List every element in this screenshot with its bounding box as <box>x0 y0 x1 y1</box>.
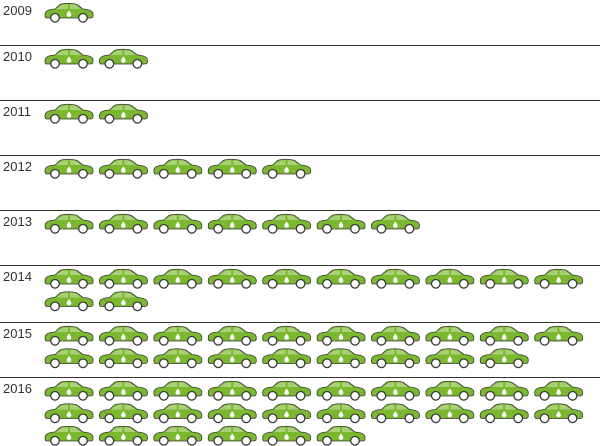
car-icon <box>44 48 94 69</box>
car-icon <box>207 325 257 346</box>
car-icon <box>153 268 203 289</box>
car-icon <box>261 325 312 346</box>
car-icon <box>261 213 312 234</box>
car-icon <box>44 425 94 446</box>
car-icon <box>316 425 366 446</box>
car-icon <box>316 213 366 234</box>
car-icon <box>425 268 475 289</box>
car-icon <box>479 268 529 289</box>
car-icon <box>98 158 149 179</box>
car-icon <box>153 403 203 424</box>
car-icon <box>370 380 421 401</box>
car-icon <box>370 213 421 234</box>
car-icon <box>153 380 203 401</box>
car-icon <box>316 348 366 369</box>
car-icon <box>479 380 529 401</box>
car-icon <box>533 380 584 401</box>
car-icon <box>425 403 475 424</box>
car-icon <box>316 268 366 289</box>
car-icon <box>370 348 421 369</box>
car-icon <box>261 158 312 179</box>
car-icon <box>207 348 257 369</box>
car-icon <box>98 348 149 369</box>
car-icon <box>261 425 312 446</box>
car-icon <box>261 380 312 401</box>
year-label-2010: 2010 <box>3 49 32 64</box>
car-icon <box>44 403 94 424</box>
car-icon <box>425 348 475 369</box>
car-icon <box>370 268 421 289</box>
year-label-2013: 2013 <box>3 214 32 229</box>
car-icon <box>533 403 584 424</box>
car-icon <box>153 213 203 234</box>
car-icon <box>44 2 94 23</box>
car-icon <box>207 425 257 446</box>
car-icon <box>425 325 475 346</box>
car-icon <box>98 291 149 312</box>
car-icon <box>44 380 94 401</box>
car-icon <box>44 268 94 289</box>
car-icon <box>98 48 149 69</box>
car-icon <box>479 325 529 346</box>
car-icon <box>44 213 94 234</box>
car-icon <box>44 291 94 312</box>
car-icon <box>261 348 312 369</box>
car-icon <box>316 403 366 424</box>
car-icon <box>479 348 529 369</box>
year-label-2011: 2011 <box>3 104 31 119</box>
car-icon <box>44 158 94 179</box>
car-icon <box>44 325 94 346</box>
car-icon <box>44 348 94 369</box>
car-icon <box>207 213 257 234</box>
car-icon <box>207 268 257 289</box>
car-icon <box>98 103 149 124</box>
car-icon <box>261 403 312 424</box>
car-icon <box>98 268 149 289</box>
car-icon <box>370 403 421 424</box>
car-icon <box>207 403 257 424</box>
car-icon <box>207 380 257 401</box>
car-icon <box>153 425 203 446</box>
year-label-2014: 2014 <box>3 269 32 284</box>
car-icon <box>44 103 94 124</box>
car-icon <box>98 213 149 234</box>
car-icon <box>207 158 257 179</box>
car-icon <box>316 325 366 346</box>
car-icon <box>98 380 149 401</box>
year-label-2016: 2016 <box>3 381 32 396</box>
car-icon <box>153 348 203 369</box>
car-icon <box>98 403 149 424</box>
year-label-2015: 2015 <box>3 326 32 341</box>
car-icon <box>425 380 475 401</box>
car-icon <box>261 268 312 289</box>
car-icon <box>98 425 149 446</box>
car-icon <box>370 325 421 346</box>
car-icon <box>533 268 584 289</box>
car-icon <box>98 325 149 346</box>
year-label-2012: 2012 <box>3 159 32 174</box>
car-icon <box>153 325 203 346</box>
car-icon <box>153 158 203 179</box>
car-icon <box>533 325 584 346</box>
car-icon <box>316 380 366 401</box>
year-label-2009: 2009 <box>3 3 32 18</box>
car-icon <box>479 403 529 424</box>
